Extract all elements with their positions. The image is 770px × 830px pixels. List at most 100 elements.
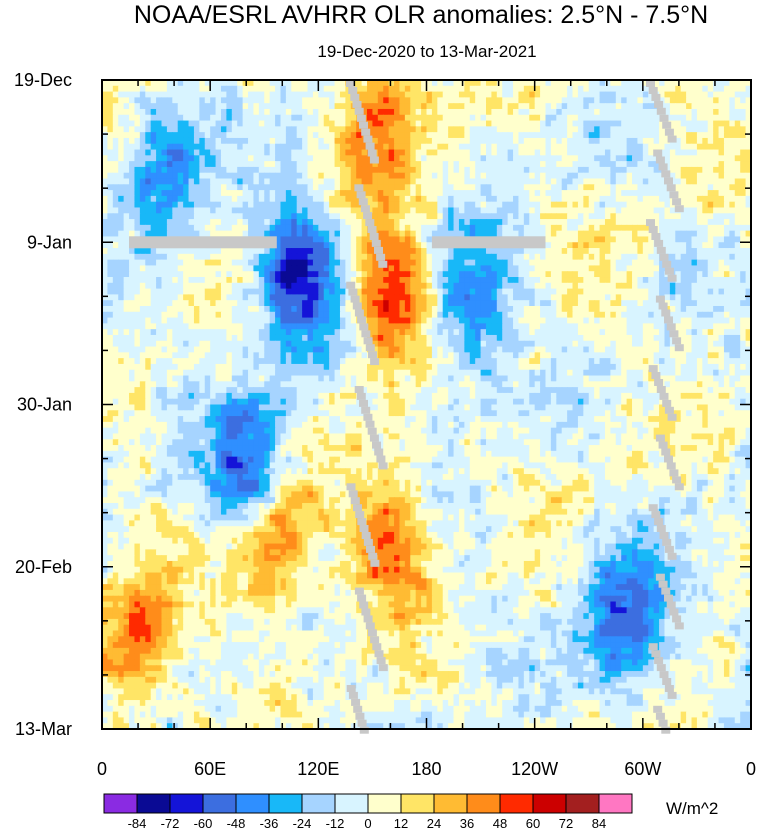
field-cell	[545, 126, 552, 133]
field-cell	[204, 114, 211, 122]
field-cell	[183, 271, 190, 278]
field-cell	[334, 184, 341, 191]
field-cell	[215, 282, 222, 290]
field-cell	[680, 143, 687, 151]
field-cell	[383, 91, 390, 98]
field-cell	[339, 219, 346, 226]
field-cell	[296, 166, 303, 174]
field-cell	[285, 213, 292, 220]
field-cell	[567, 137, 574, 145]
field-cell	[556, 114, 563, 122]
field-cell	[345, 195, 352, 203]
field-cell	[561, 126, 568, 133]
field-cell	[594, 294, 601, 301]
field-cell	[199, 207, 206, 214]
field-cell	[713, 190, 720, 197]
field-cell	[453, 172, 460, 180]
field-cell	[112, 172, 119, 180]
field-cell	[334, 230, 341, 238]
field-cell	[307, 288, 314, 295]
field-cell	[399, 178, 406, 185]
field-cell	[334, 132, 341, 139]
field-cell	[280, 242, 287, 249]
field-cell	[599, 207, 606, 214]
field-cell	[161, 311, 168, 319]
field-cell	[161, 108, 168, 116]
field-cell	[675, 288, 682, 295]
field-cell	[264, 311, 271, 319]
field-cell	[204, 155, 211, 162]
field-cell	[215, 178, 222, 185]
field-cell	[637, 85, 644, 93]
field-cell	[231, 253, 238, 261]
field-cell	[269, 300, 276, 307]
field-cell	[453, 253, 460, 261]
field-cell	[469, 149, 476, 156]
field-cell	[659, 277, 666, 284]
field-cell	[518, 190, 525, 197]
field-cell	[632, 161, 639, 168]
field-cell	[231, 207, 238, 214]
field-cell	[280, 195, 287, 203]
field-cell	[339, 207, 346, 214]
field-cell	[166, 132, 173, 139]
field-cell	[604, 166, 611, 174]
field-cell	[550, 91, 557, 98]
field-cell	[691, 190, 698, 197]
field-cell	[231, 91, 238, 98]
field-cell	[626, 288, 633, 295]
field-cell	[734, 201, 741, 209]
field-cell	[691, 277, 698, 284]
field-cell	[702, 300, 709, 307]
field-cell	[469, 108, 476, 116]
field-cell	[540, 248, 547, 255]
field-cell	[183, 311, 190, 319]
field-cell	[740, 207, 747, 214]
field-cell	[485, 248, 492, 255]
field-cell	[183, 300, 190, 307]
field-cell	[502, 207, 509, 214]
field-cell	[529, 311, 536, 319]
field-cell	[696, 259, 703, 267]
field-cell	[545, 213, 552, 220]
field-cell	[269, 271, 276, 278]
field-cell	[572, 114, 579, 122]
field-cell	[231, 317, 238, 324]
field-cell	[193, 80, 200, 87]
field-cell	[329, 91, 336, 98]
field-cell	[134, 190, 141, 197]
field-cell	[448, 114, 455, 122]
field-cell	[621, 219, 628, 226]
field-cell	[561, 190, 568, 197]
field-cell	[161, 166, 168, 174]
field-cell	[215, 143, 222, 151]
field-cell	[626, 120, 633, 127]
field-cell	[415, 224, 422, 232]
field-cell	[356, 132, 363, 139]
field-cell	[345, 311, 352, 319]
field-cell	[523, 155, 530, 162]
field-cell	[458, 248, 465, 255]
field-cell	[669, 294, 676, 301]
field-cell	[594, 213, 601, 220]
field-cell	[599, 114, 606, 122]
field-cell	[350, 224, 357, 232]
field-cell	[604, 207, 611, 214]
field-cell	[307, 213, 314, 220]
field-cell	[496, 97, 503, 104]
field-cell	[242, 91, 249, 98]
field-cell	[199, 178, 206, 185]
field-cell	[453, 114, 460, 122]
field-cell	[307, 201, 314, 209]
field-cell	[464, 190, 471, 197]
field-cell	[415, 108, 422, 116]
field-cell	[491, 248, 498, 255]
field-cell	[150, 172, 157, 180]
field-cell	[129, 288, 136, 295]
field-cell	[556, 172, 563, 180]
field-cell	[383, 103, 390, 110]
field-cell	[669, 213, 676, 220]
field-cell	[491, 207, 498, 214]
field-cell	[312, 288, 319, 295]
field-cell	[723, 213, 730, 220]
